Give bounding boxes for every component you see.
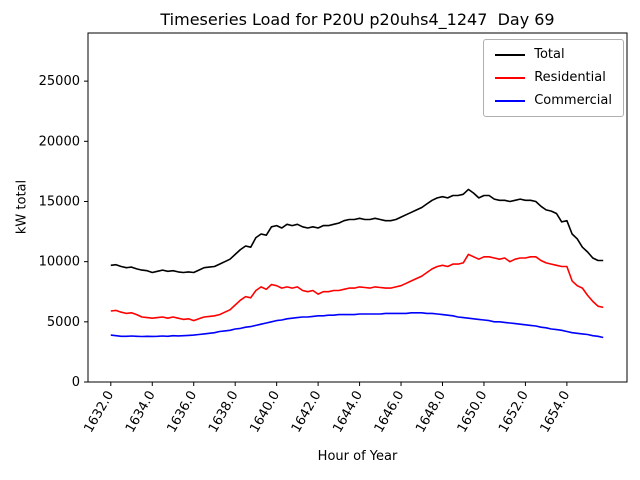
x-axis-label: Hour of Year	[317, 449, 398, 464]
x-tick-label: 1648.0	[413, 389, 449, 436]
legend-label-total: Total	[534, 47, 565, 62]
legend-swatch-residential	[495, 77, 526, 79]
x-tick-label: 1632.0	[82, 389, 118, 436]
legend-label-residential: Residential	[534, 70, 606, 85]
x-tick-label: 1644.0	[330, 389, 366, 436]
legend-swatch-total	[495, 54, 526, 56]
legend: Total Residential Commercial	[483, 39, 624, 117]
legend-item-commercial: Commercial	[495, 93, 612, 109]
x-tick-label: 1652.0	[496, 389, 532, 436]
x-tick-label: 1650.0	[455, 389, 491, 436]
x-tick-label: 1638.0	[206, 389, 242, 436]
x-tick-label: 1634.0	[123, 389, 159, 436]
chart-title: Timeseries Load for P20U p20uhs4_1247 Da…	[160, 10, 555, 29]
y-tick-label: 20000	[39, 134, 80, 149]
y-tick-label: 0	[72, 375, 80, 390]
series-line-commercial	[110, 311, 604, 339]
series-line-residential	[110, 253, 604, 322]
legend-label-commercial: Commercial	[534, 93, 612, 108]
x-tick-label: 1640.0	[247, 389, 283, 436]
axes-frame	[87, 32, 628, 383]
y-tick-label: 25000	[39, 74, 80, 89]
x-tick-label: 1646.0	[372, 389, 408, 436]
y-tick-label: 15000	[39, 194, 80, 209]
legend-item-total: Total	[495, 47, 612, 63]
x-tick-label: 1654.0	[538, 389, 574, 436]
y-tick-label: 5000	[47, 315, 80, 330]
legend-swatch-commercial	[495, 100, 526, 102]
x-tick-label: 1636.0	[164, 389, 200, 436]
y-tick-label: 10000	[39, 255, 80, 270]
x-tick-label: 1642.0	[289, 389, 325, 436]
legend-item-residential: Residential	[495, 70, 612, 86]
series-line-total	[110, 188, 604, 274]
